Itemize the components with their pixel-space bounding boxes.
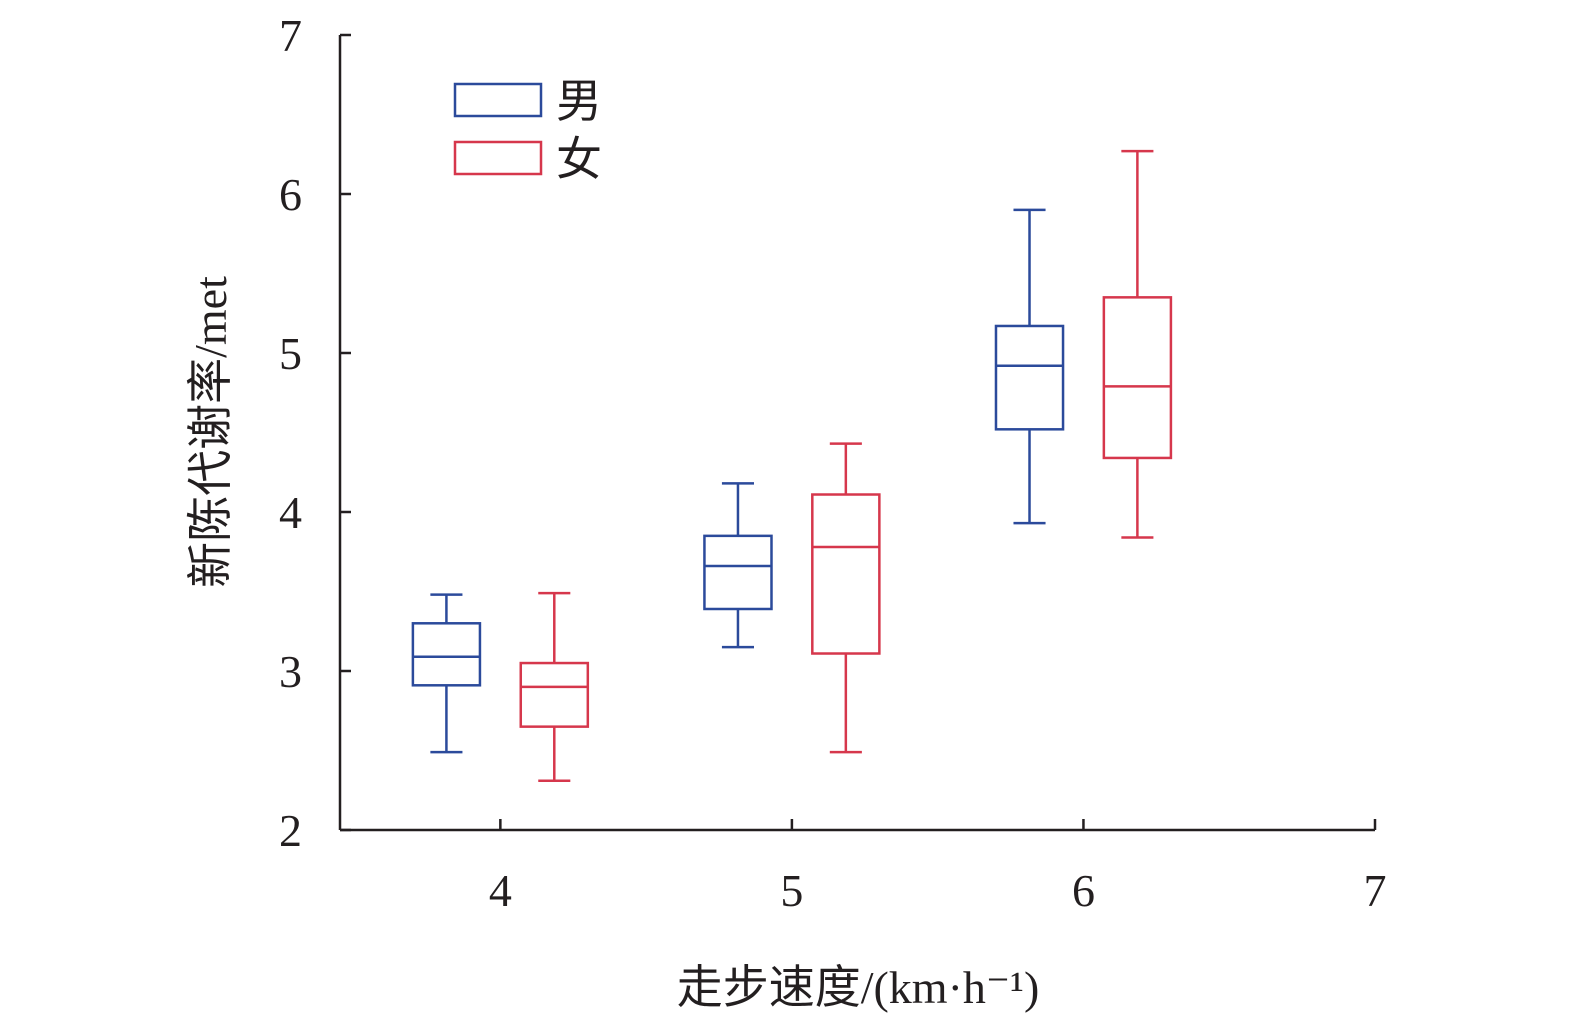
box-iqr — [1102, 296, 1173, 460]
legend-swatch — [453, 82, 543, 118]
y-ticks: 2 3 4 5 6 7 — [279, 10, 351, 856]
legend-label: 男 — [556, 76, 602, 127]
box-iqr — [994, 324, 1065, 431]
legend-label: 女 — [556, 134, 602, 185]
legend-swatch — [453, 140, 543, 176]
box-male — [703, 482, 773, 649]
box-female — [519, 591, 590, 782]
box-female — [1102, 149, 1173, 539]
y-tick-label: 3 — [279, 646, 302, 697]
y-axis-title: 新陈代谢率/met — [185, 276, 236, 588]
y-tick-label: 2 — [279, 805, 302, 856]
x-tick-label: 4 — [489, 865, 512, 916]
y-tick-label: 5 — [279, 328, 302, 379]
box-male — [411, 593, 482, 754]
box-iqr — [811, 493, 881, 655]
x-ticks: 4 5 6 7 — [489, 819, 1387, 916]
y-tick-label: 7 — [279, 10, 302, 61]
box-iqr — [411, 622, 482, 687]
box-male — [994, 208, 1065, 525]
x-tick-label: 6 — [1072, 865, 1095, 916]
x-tick-label: 7 — [1364, 865, 1387, 916]
y-tick-label: 4 — [279, 487, 302, 538]
x-axis-title: 走步速度/(km·h⁻¹) — [677, 962, 1040, 1013]
x-tick-label: 5 — [780, 865, 803, 916]
box-series — [411, 149, 1173, 782]
box-female — [811, 442, 881, 754]
legend: 男女 — [453, 76, 602, 185]
box-iqr — [703, 534, 773, 611]
y-tick-label: 6 — [279, 169, 302, 220]
box-iqr — [519, 661, 590, 728]
axes — [338, 35, 1375, 832]
